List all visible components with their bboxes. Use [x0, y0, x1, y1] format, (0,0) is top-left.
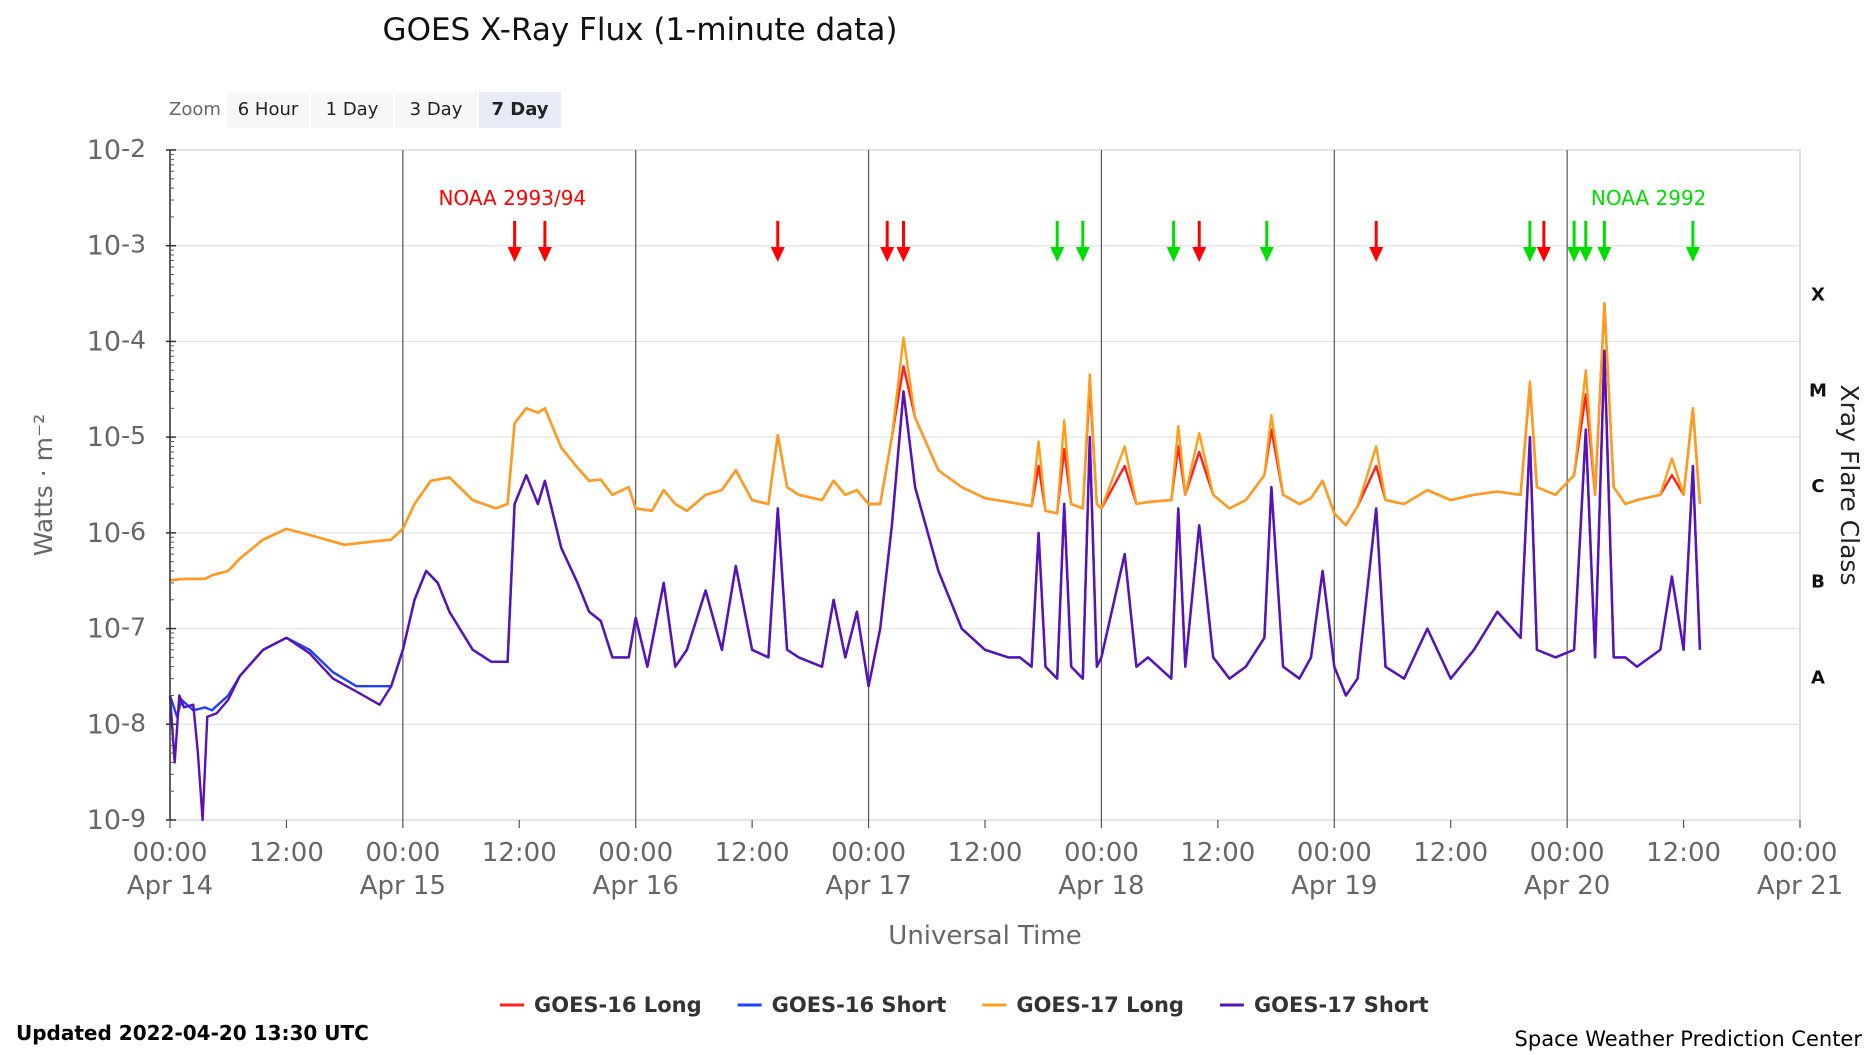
x-tick-time: 00:00 — [365, 838, 440, 868]
flare-arrow — [1536, 221, 1551, 262]
x-tick-time: 12:00 — [482, 838, 557, 868]
x-tick-time: 12:00 — [249, 838, 324, 868]
flare-arrow — [507, 221, 522, 262]
x-tick-time: 00:00 — [1297, 838, 1372, 868]
region-annotation: NOAA 2992 — [1591, 186, 1707, 210]
x-axis-label: Universal Time — [888, 921, 1081, 951]
flare-class-tick: X — [1811, 285, 1825, 306]
zoom-bar: Zoom 6 Hour 1 Day 3 Day 7 Day — [169, 92, 561, 128]
series-line — [168, 349, 1702, 822]
x-tick-date: Apr 17 — [825, 871, 911, 901]
flare-class-axis: X M C B A — [1809, 285, 1827, 689]
zoom-label: Zoom — [169, 99, 221, 120]
flare-arrow — [1567, 221, 1582, 262]
legend-item[interactable]: GOES-16 Short — [737, 993, 947, 1017]
chart-title: GOES X-Ray Flux (1-minute data) — [383, 12, 898, 48]
flare-arrow — [1522, 221, 1537, 262]
x-tick-date: Apr 20 — [1524, 871, 1610, 901]
y-axis-label: Watts · m⁻² — [29, 414, 58, 556]
flare-arrow — [1259, 221, 1274, 262]
y-tick-label: 10-6 — [87, 517, 146, 549]
x-tick-time: 00:00 — [1530, 838, 1605, 868]
annotations: NOAA 2993/94 NOAA 2992 — [438, 186, 1706, 210]
y-tick-label: 10-9 — [87, 804, 146, 836]
legend-item[interactable]: GOES-16 Long — [500, 993, 702, 1017]
y-tick-label: 10-3 — [87, 230, 146, 262]
flare-class-tick: B — [1811, 572, 1825, 593]
svg-text:GOES-16 Long: GOES-16 Long — [534, 993, 702, 1017]
legend-item[interactable]: GOES-17 Long — [982, 993, 1184, 1017]
flare-arrow — [770, 221, 785, 262]
legend: GOES-16 Long GOES-16 Short GOES-17 Long GOE… — [500, 993, 1429, 1017]
updated-timestamp: Updated 2022-04-20 13:30 UTC — [16, 1021, 369, 1045]
x-tick-date: Apr 19 — [1291, 871, 1377, 901]
svg-text:1 Day: 1 Day — [326, 99, 379, 120]
y-tick-label: 10-8 — [87, 708, 146, 740]
x-tick-time: 12:00 — [1646, 838, 1721, 868]
x-tick-date: Apr 16 — [593, 871, 679, 901]
x-tick-date: Apr 18 — [1058, 871, 1144, 901]
y-tick-label: 10-2 — [87, 134, 146, 166]
flare-arrow — [1578, 221, 1593, 262]
x-tick-time: 00:00 — [831, 838, 906, 868]
svg-text:7 Day: 7 Day — [491, 99, 548, 120]
series-layer — [168, 302, 1702, 822]
y-tick-label: 10-5 — [87, 421, 146, 453]
flare-class-tick: M — [1809, 380, 1827, 401]
x-tick-time: 12:00 — [948, 838, 1023, 868]
flare-arrow — [1075, 221, 1090, 262]
x-tick-time: 00:00 — [1763, 838, 1838, 868]
flare-arrow — [537, 221, 552, 262]
grid — [170, 149, 1800, 821]
x-tick-date: Apr 21 — [1757, 871, 1843, 901]
zoom-button-6-hour[interactable]: 6 Hour — [227, 92, 309, 128]
x-tick-date: Apr 15 — [360, 871, 446, 901]
flare-arrow — [896, 221, 911, 262]
x-tick-time: 00:00 — [133, 838, 208, 868]
series-line — [169, 302, 1702, 582]
legend-item[interactable]: GOES-17 Short — [1219, 993, 1429, 1017]
flare-arrow — [1166, 221, 1181, 262]
x-tick-date: Apr 14 — [127, 871, 213, 901]
x-tick-time: 00:00 — [1064, 838, 1139, 868]
region-annotation: NOAA 2993/94 — [438, 186, 586, 210]
credit-text: Space Weather Prediction Center — [1515, 1027, 1863, 1051]
flare-arrow — [1597, 221, 1612, 262]
y-tick-label: 10-4 — [87, 325, 146, 357]
flare-arrow — [880, 221, 895, 262]
x-tick-time: 12:00 — [1413, 838, 1488, 868]
svg-text:GOES-16 Short: GOES-16 Short — [772, 993, 947, 1017]
svg-text:GOES-17 Short: GOES-17 Short — [1254, 993, 1429, 1017]
flare-class-tick: A — [1811, 667, 1825, 688]
flare-class-tick: C — [1811, 476, 1824, 497]
plot-area — [169, 149, 1801, 821]
day-lines — [402, 150, 1568, 820]
y-tick-label: 10-7 — [87, 613, 146, 645]
flare-arrow — [1192, 221, 1207, 262]
svg-text:3 Day: 3 Day — [410, 99, 463, 120]
zoom-button-7-day[interactable]: 7 Day — [479, 92, 561, 128]
svg-text:6 Hour: 6 Hour — [238, 99, 299, 120]
flare-class-label: Xray Flare Class — [1835, 385, 1864, 586]
flare-arrow — [1685, 221, 1700, 262]
x-tick-time: 00:00 — [598, 838, 673, 868]
flare-arrow — [1050, 221, 1065, 262]
svg-text:GOES-17 Long: GOES-17 Long — [1016, 993, 1184, 1017]
zoom-button-3-day[interactable]: 3 Day — [395, 92, 477, 128]
x-tick-time: 12:00 — [1180, 838, 1255, 868]
x-tick-time: 12:00 — [715, 838, 790, 868]
flare-arrow — [1369, 221, 1384, 262]
y-axis: 10-2 10-3 10-4 10-5 10-6 10-7 10-8 10-9 — [87, 134, 176, 836]
flare-arrows — [507, 221, 1700, 262]
zoom-button-1-day[interactable]: 1 Day — [311, 92, 393, 128]
